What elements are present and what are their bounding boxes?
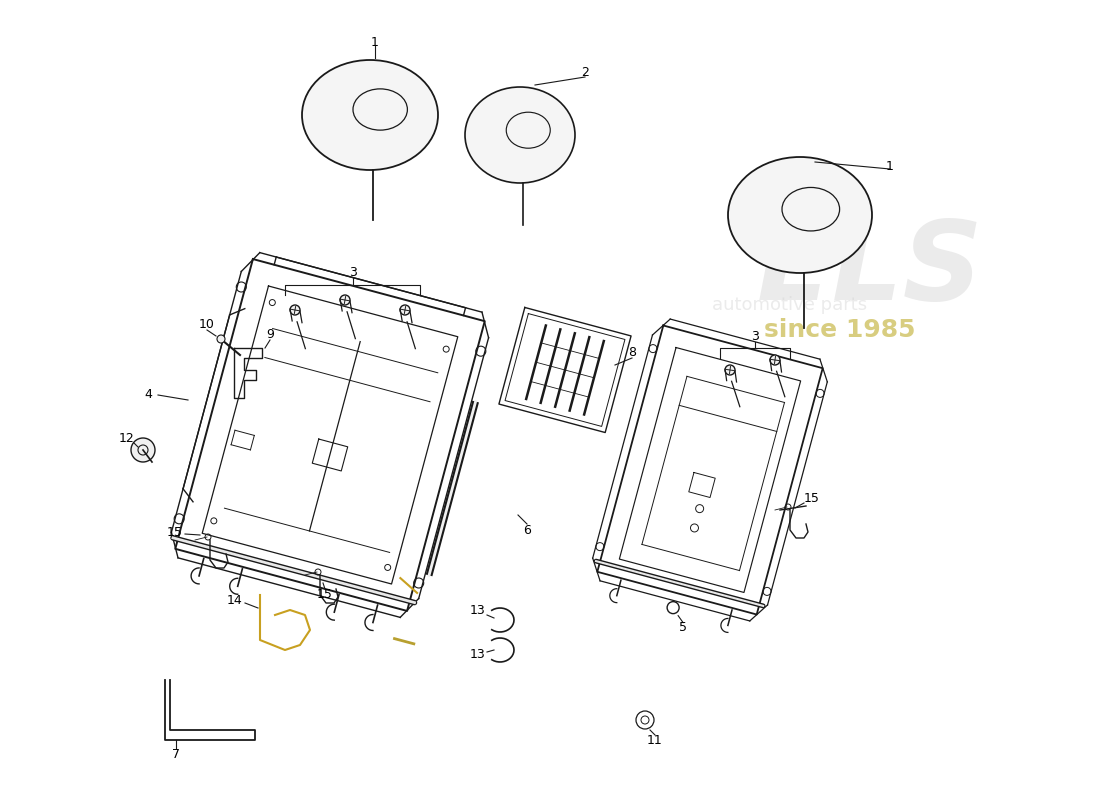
Text: 5: 5	[679, 621, 688, 634]
Text: 7: 7	[172, 749, 180, 762]
Text: since 1985: since 1985	[764, 318, 915, 342]
Text: 14: 14	[227, 594, 243, 606]
Ellipse shape	[465, 87, 575, 183]
Text: 3: 3	[751, 330, 759, 342]
Circle shape	[131, 438, 155, 462]
Text: 4: 4	[144, 389, 152, 402]
Text: 12: 12	[119, 431, 135, 445]
Circle shape	[290, 305, 300, 315]
Circle shape	[340, 295, 350, 305]
Text: 15: 15	[317, 589, 333, 602]
Text: automotive parts: automotive parts	[713, 296, 868, 314]
Text: 10: 10	[199, 318, 214, 331]
Text: 1: 1	[371, 35, 378, 49]
Circle shape	[400, 305, 410, 315]
Text: 15: 15	[804, 491, 820, 505]
Text: 6: 6	[524, 523, 531, 537]
Text: 2: 2	[581, 66, 589, 78]
Circle shape	[770, 355, 780, 365]
Ellipse shape	[302, 60, 438, 170]
Text: 8: 8	[628, 346, 636, 358]
Text: 11: 11	[647, 734, 663, 746]
Text: 15: 15	[167, 526, 183, 538]
Circle shape	[725, 365, 735, 375]
Text: ELS: ELS	[757, 217, 983, 323]
Text: 1: 1	[887, 161, 894, 174]
Text: 13: 13	[470, 649, 486, 662]
Text: 13: 13	[470, 603, 486, 617]
Text: 9: 9	[266, 329, 274, 342]
Circle shape	[217, 335, 226, 343]
Ellipse shape	[728, 157, 872, 273]
Text: 3: 3	[349, 266, 356, 278]
